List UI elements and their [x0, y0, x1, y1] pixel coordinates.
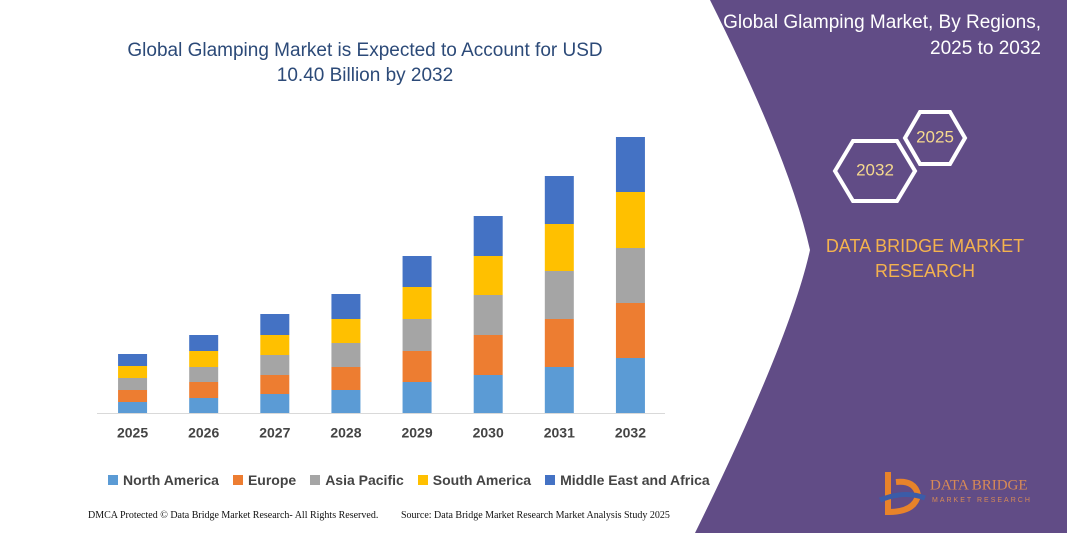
x-tick-label: 2028: [330, 425, 361, 441]
bar-segment: [402, 256, 432, 287]
legend-label: Asia Pacific: [325, 472, 404, 488]
x-tick-label: 2030: [473, 425, 504, 441]
bar-segment: [189, 398, 219, 413]
panel-title: Global Glamping Market, By Regions, 2025…: [723, 12, 1041, 59]
brand: DATA BRIDGE MARKET RESEARCH: [825, 236, 1025, 281]
bar-segment: [615, 137, 645, 192]
x-tick-label: 2025: [117, 425, 148, 441]
bar-segment: [544, 367, 574, 413]
bar-segment: [118, 366, 148, 378]
legend-item: Asia Pacific: [310, 472, 404, 488]
footer-right: Source: Data Bridge Market Research Mark…: [401, 510, 670, 521]
legend-swatch: [310, 475, 321, 485]
bar-segment: [473, 256, 503, 295]
logo-mark: [879, 492, 926, 503]
bar-segment: [331, 390, 361, 413]
legend-label: Middle East and Africa: [560, 472, 710, 488]
bar-segment: [118, 390, 148, 402]
legend-swatch: [417, 475, 428, 485]
legend-swatch: [545, 475, 556, 485]
x-tick-label: 2026: [188, 425, 219, 441]
hexagon: [902, 110, 968, 166]
legend-label: Europe: [247, 472, 297, 488]
legend-label: North America: [123, 472, 219, 488]
legend-swatch: [108, 475, 118, 485]
bar-segment: [615, 192, 645, 248]
bar-segment: [331, 319, 361, 343]
legend-label: South America: [432, 472, 532, 488]
bar-segment: [260, 314, 290, 335]
chart-title: Global Glamping Market is Expected to Ac…: [127, 40, 603, 86]
bar-segment: [260, 394, 290, 413]
bar-segment: [402, 382, 432, 413]
bar-segment: [544, 176, 574, 224]
bar-segment: [544, 319, 574, 367]
hex-label: 2032: [856, 160, 894, 179]
footer-left: DMCA Protected © Data Bridge Market Rese…: [88, 510, 379, 521]
bar-segment: [473, 295, 503, 335]
x-tick-label: 2029: [401, 425, 432, 441]
bar-segment: [260, 375, 290, 394]
logo-name: DATA BRIDGE: [930, 477, 1028, 493]
bar-segment: [331, 294, 361, 319]
bar-segment: [402, 319, 432, 351]
bar-segment: [189, 335, 219, 351]
bar-segment: [189, 367, 219, 382]
bar-segment: [118, 402, 148, 413]
bar-segment: [189, 351, 219, 367]
bar-segment: [544, 271, 574, 319]
bar-segment: [615, 358, 645, 413]
legend-item: Europe: [232, 472, 297, 488]
bar-segment: [473, 216, 503, 256]
x-tick-label: 2027: [259, 425, 290, 441]
x-tick-label: 2032: [615, 425, 646, 441]
bar-segment: [473, 335, 503, 375]
legend-swatch: [232, 475, 243, 485]
x-tick-label: 2031: [544, 425, 575, 441]
bar-segment: [402, 351, 432, 382]
bar-segment: [402, 287, 432, 319]
bar-segment: [260, 335, 290, 355]
bar-segment: [473, 375, 503, 413]
logo-tagline: MARKET RESEARCH: [932, 497, 1032, 504]
legend-item: Middle East and Africa: [545, 472, 710, 488]
side-panel: [695, 0, 1067, 533]
bar-segment: [260, 355, 290, 375]
logo: DATA BRIDGE MARKET RESEARCH: [879, 472, 1032, 516]
bar-segment: [118, 354, 148, 366]
bar-segment: [615, 248, 645, 303]
bar-segment: [615, 303, 645, 358]
bar-segment: [544, 224, 574, 271]
bar-segment: [331, 343, 361, 367]
hex-label: 2025: [916, 127, 954, 146]
legend: North America Europe Asia Pacific South Ame…: [108, 472, 710, 488]
bar-segment: [331, 367, 361, 390]
legend-item: South America: [417, 472, 532, 488]
legend-item: North America: [108, 472, 219, 488]
bar-segment: [118, 378, 148, 390]
hexagon: [832, 139, 918, 203]
bar-segment: [189, 382, 219, 398]
